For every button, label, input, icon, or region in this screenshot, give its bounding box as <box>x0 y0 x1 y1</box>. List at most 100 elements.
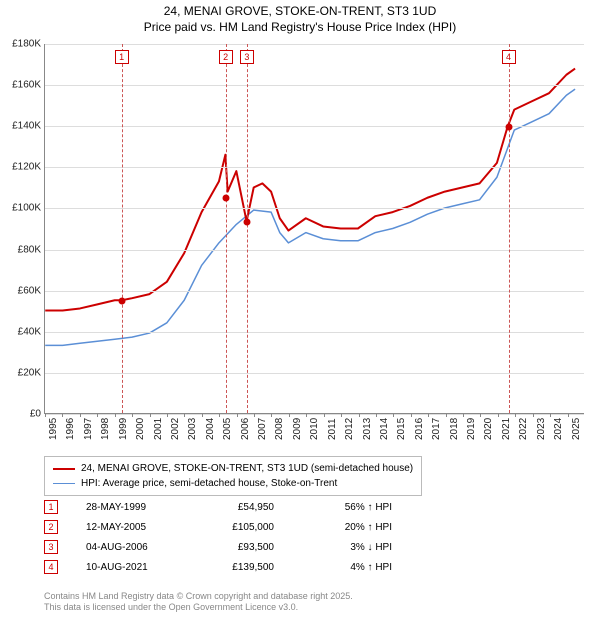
legend-swatch <box>53 468 75 470</box>
event-date: 12-MAY-2005 <box>86 522 176 533</box>
x-axis-label: 2009 <box>292 418 303 440</box>
event-num: 1 <box>44 500 58 514</box>
grid-line <box>45 208 584 209</box>
x-axis-label: 2015 <box>396 418 407 440</box>
grid-line <box>45 373 584 374</box>
x-axis-label: 2010 <box>309 418 320 440</box>
x-axis-label: 2007 <box>257 418 268 440</box>
event-row: 2 12-MAY-2005 £105,000 20% ↑ HPI <box>44 520 392 534</box>
event-num: 2 <box>44 520 58 534</box>
x-axis-label: 2006 <box>240 418 251 440</box>
event-date: 04-AUG-2006 <box>86 542 176 553</box>
title-line2: Price paid vs. HM Land Registry's House … <box>0 20 600 36</box>
x-axis-label: 2001 <box>153 418 164 440</box>
x-tick <box>498 413 499 417</box>
x-tick <box>167 413 168 417</box>
x-axis-label: 1999 <box>118 418 129 440</box>
x-tick <box>289 413 290 417</box>
x-axis-label: 2020 <box>483 418 494 440</box>
attribution: Contains HM Land Registry data © Crown c… <box>44 591 353 614</box>
y-axis-label: £100K <box>3 203 41 214</box>
x-tick <box>533 413 534 417</box>
event-num: 3 <box>44 540 58 554</box>
x-tick <box>115 413 116 417</box>
x-tick <box>568 413 569 417</box>
x-tick <box>45 413 46 417</box>
price-marker <box>222 195 229 202</box>
series-line <box>45 69 575 311</box>
y-axis-label: £120K <box>3 162 41 173</box>
event-price: £105,000 <box>204 522 274 533</box>
event-price: £93,500 <box>204 542 274 553</box>
event-line <box>509 44 510 413</box>
x-tick <box>97 413 98 417</box>
x-axis-label: 2022 <box>518 418 529 440</box>
grid-line <box>45 250 584 251</box>
y-axis-label: £0 <box>3 409 41 420</box>
event-delta: 3% ↓ HPI <box>302 542 392 553</box>
x-tick <box>428 413 429 417</box>
x-axis-label: 2018 <box>449 418 460 440</box>
event-line <box>226 44 227 413</box>
event-delta: 56% ↑ HPI <box>302 502 392 513</box>
event-marker-box: 4 <box>502 50 516 64</box>
x-axis-label: 2004 <box>205 418 216 440</box>
event-price: £54,950 <box>204 502 274 513</box>
x-tick <box>376 413 377 417</box>
y-axis-label: £140K <box>3 121 41 132</box>
x-axis-label: 2013 <box>362 418 373 440</box>
x-tick <box>480 413 481 417</box>
x-axis-label: 2024 <box>553 418 564 440</box>
grid-line <box>45 126 584 127</box>
x-tick <box>359 413 360 417</box>
x-axis-label: 1998 <box>100 418 111 440</box>
legend-label: HPI: Average price, semi-detached house,… <box>81 476 337 491</box>
event-date: 10-AUG-2021 <box>86 562 176 573</box>
event-delta: 20% ↑ HPI <box>302 522 392 533</box>
x-axis-label: 2014 <box>379 418 390 440</box>
event-line <box>247 44 248 413</box>
event-row: 128-MAY-1999£54,95056% ↑ HPI <box>44 500 392 514</box>
x-tick <box>132 413 133 417</box>
x-tick <box>202 413 203 417</box>
x-tick <box>271 413 272 417</box>
series-line <box>45 89 575 345</box>
x-tick <box>254 413 255 417</box>
x-axis-label: 1996 <box>65 418 76 440</box>
price-marker <box>118 297 125 304</box>
x-axis-label: 2003 <box>187 418 198 440</box>
y-axis-label: £160K <box>3 80 41 91</box>
x-axis-label: 2025 <box>571 418 582 440</box>
event-marker-box: 3 <box>240 50 254 64</box>
x-axis-label: 2008 <box>274 418 285 440</box>
x-tick <box>393 413 394 417</box>
title-block: 24, MENAI GROVE, STOKE-ON-TRENT, ST3 1UD… <box>0 0 600 35</box>
x-axis-label: 2019 <box>466 418 477 440</box>
y-axis-label: £80K <box>3 244 41 255</box>
x-tick <box>237 413 238 417</box>
chart-area: £0£20K£40K£60K£80K£100K£120K£140K£160K£1… <box>44 44 584 414</box>
x-axis-label: 2011 <box>327 418 338 440</box>
x-axis-label: 2016 <box>414 418 425 440</box>
event-num: 4 <box>44 560 58 574</box>
x-tick <box>306 413 307 417</box>
event-delta: 4% ↑ HPI <box>302 562 392 573</box>
grid-line <box>45 414 584 415</box>
x-axis-label: 2023 <box>536 418 547 440</box>
x-tick <box>324 413 325 417</box>
event-row: 3 04-AUG-2006 £93,500 3% ↓ HPI <box>44 540 392 554</box>
x-tick <box>219 413 220 417</box>
y-axis-label: £40K <box>3 326 41 337</box>
x-tick <box>515 413 516 417</box>
chart-container: 24, MENAI GROVE, STOKE-ON-TRENT, ST3 1UD… <box>0 0 600 620</box>
grid-line <box>45 167 584 168</box>
legend-item: HPI: Average price, semi-detached house,… <box>53 476 413 491</box>
y-axis-label: £60K <box>3 285 41 296</box>
x-axis-label: 2021 <box>501 418 512 440</box>
y-axis-label: £180K <box>3 39 41 50</box>
x-axis-label: 2012 <box>344 418 355 440</box>
x-axis-label: 2000 <box>135 418 146 440</box>
grid-line <box>45 291 584 292</box>
event-marker-box: 1 <box>115 50 129 64</box>
x-tick <box>550 413 551 417</box>
